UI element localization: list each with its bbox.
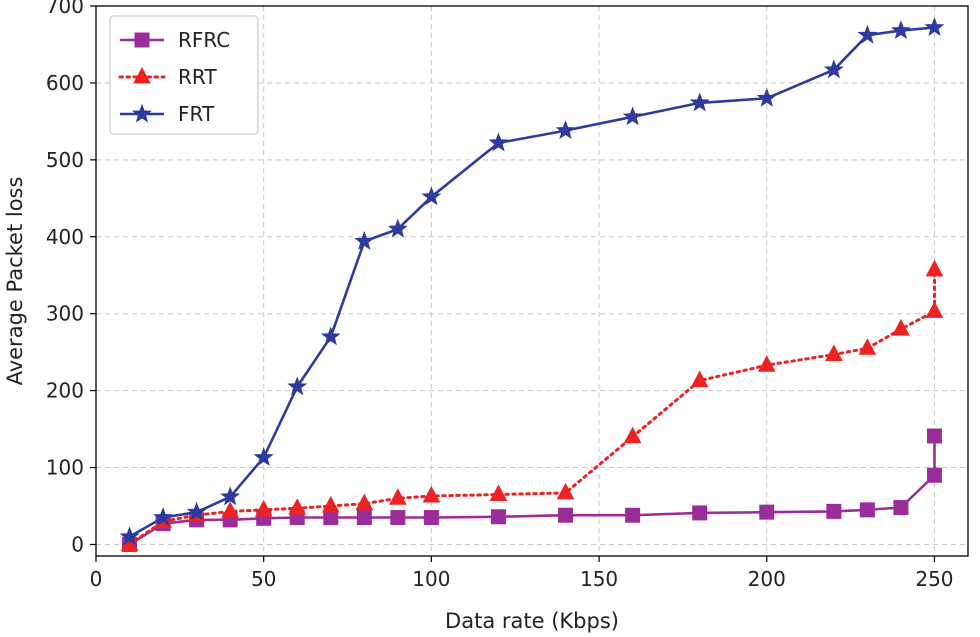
- data-point-frt: [153, 507, 173, 526]
- series-frt: [119, 17, 945, 546]
- x-tick-label: 150: [580, 567, 618, 591]
- data-point-rfrc: [490, 509, 506, 525]
- data-point-rrt: [892, 319, 910, 336]
- data-point-rrt: [690, 370, 709, 388]
- x-tick-label: 200: [748, 567, 786, 591]
- data-point-rrt: [422, 485, 441, 503]
- data-point-frt: [220, 486, 241, 506]
- data-point-rfrc: [356, 510, 372, 526]
- series-group: [119, 17, 945, 552]
- data-point-frt: [186, 501, 207, 521]
- legend-marker-frt: [132, 103, 152, 123]
- y-tick-label: 200: [46, 379, 84, 403]
- data-point-rrt: [858, 338, 877, 355]
- data-point-frt: [689, 92, 710, 112]
- data-point-rrt: [825, 344, 843, 361]
- data-point-frt: [891, 20, 911, 40]
- series-line-rrt: [128, 268, 936, 546]
- y-tick-label: 0: [71, 532, 84, 556]
- data-point-frt: [119, 526, 140, 546]
- data-point-rfrc: [625, 507, 641, 523]
- legend-label-rfrc: RFRC: [178, 28, 230, 52]
- series-rfrc: [122, 428, 942, 552]
- data-point-rfrc: [692, 505, 708, 521]
- data-point-rfrc: [926, 467, 942, 483]
- legend-label-rrt: RRT: [178, 65, 217, 89]
- y-tick-label: 700: [46, 0, 84, 18]
- series-rrt: [120, 259, 944, 551]
- data-point-frt: [354, 230, 375, 250]
- data-point-rfrc: [423, 510, 439, 526]
- axes: 0 50 100 150 200 250 0 100 200 300 400 500 600 700: [46, 0, 969, 591]
- data-point-rfrc: [893, 500, 909, 516]
- x-tick-label: 250: [915, 567, 953, 591]
- data-point-frt: [823, 59, 844, 79]
- data-point-rfrc: [390, 510, 406, 526]
- y-tick-label: 500: [46, 148, 84, 172]
- x-tick-label: 100: [412, 567, 450, 591]
- y-tick-label: 100: [46, 456, 84, 480]
- x-axis-label: Data rate (Kbps): [445, 609, 619, 633]
- data-point-frt: [622, 106, 643, 126]
- data-point-rrt: [221, 501, 239, 518]
- data-point-rrt: [757, 355, 776, 372]
- data-point-frt: [488, 132, 509, 152]
- legend-label-frt: FRT: [178, 102, 215, 126]
- data-point-frt: [287, 376, 308, 396]
- data-point-rrt: [355, 493, 374, 511]
- data-point-rrt: [925, 259, 944, 277]
- data-point-rfrc: [926, 428, 942, 444]
- data-point-rrt: [288, 498, 307, 515]
- data-point-frt: [555, 120, 576, 140]
- y-axis-label: Average Packet loss: [3, 177, 27, 386]
- x-tick-label: 0: [90, 567, 103, 591]
- data-point-frt: [253, 447, 274, 466]
- legend-marker-rfrc: [134, 32, 150, 48]
- series-line-rfrc: [128, 436, 936, 546]
- plot-frame: [95, 5, 969, 557]
- data-point-rfrc: [859, 502, 875, 518]
- data-point-rrt: [321, 495, 340, 513]
- y-tick-label: 600: [46, 71, 84, 95]
- y-tick-label: 300: [46, 302, 84, 326]
- legend-marker-rrt: [133, 66, 151, 84]
- data-point-frt: [421, 186, 442, 206]
- data-point-rfrc: [759, 504, 775, 520]
- data-point-frt: [857, 24, 878, 44]
- x-tick-label: 50: [251, 567, 276, 591]
- data-point-frt: [387, 218, 408, 238]
- data-point-rrt: [489, 484, 508, 501]
- data-point-rfrc: [323, 510, 339, 526]
- data-point-rrt: [925, 301, 944, 318]
- data-point-frt: [924, 17, 945, 36]
- data-point-rfrc: [558, 507, 574, 523]
- data-point-rrt: [623, 426, 642, 444]
- data-point-rrt: [556, 482, 575, 500]
- y-tick-label: 400: [46, 225, 84, 249]
- data-point-rrt: [389, 488, 407, 505]
- data-point-rrt: [254, 499, 273, 517]
- legend: RFRC RRT FRT: [109, 15, 259, 135]
- data-point-frt: [320, 326, 341, 346]
- data-point-frt: [756, 87, 777, 107]
- data-point-rfrc: [826, 503, 842, 519]
